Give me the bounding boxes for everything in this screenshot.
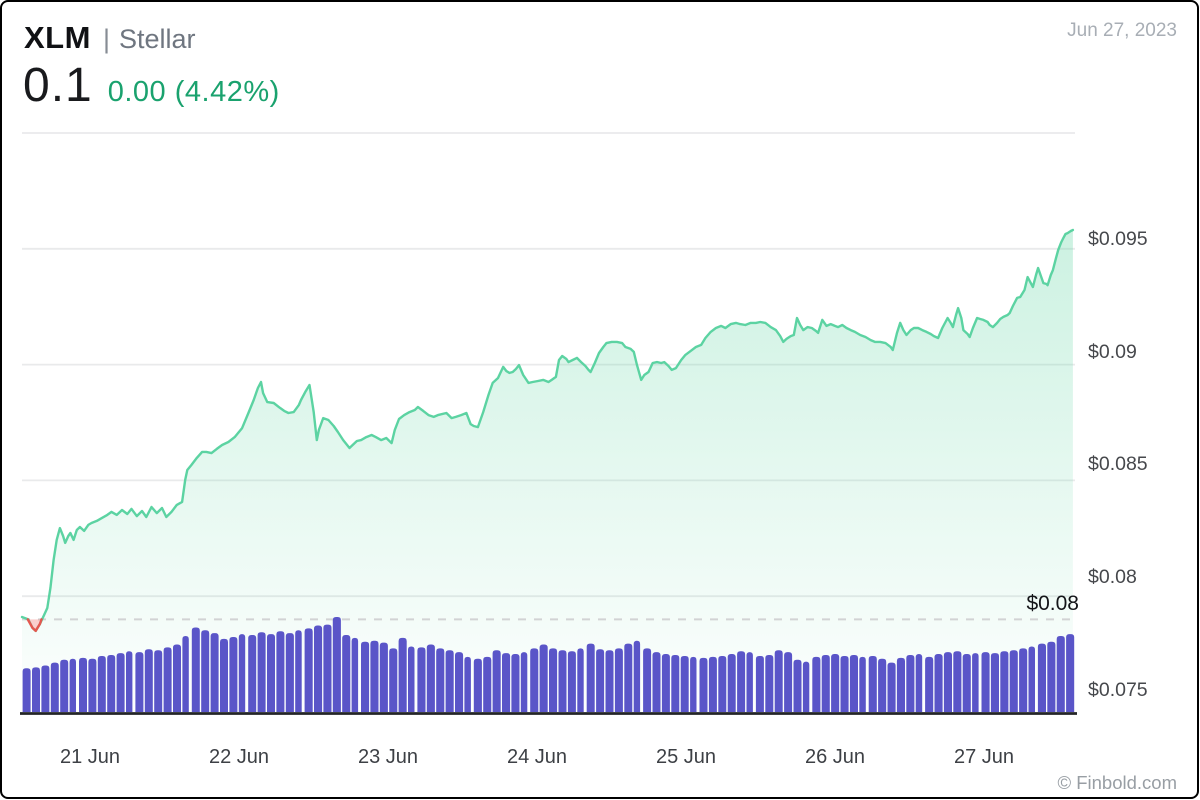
x-tick-label: 25 Jun xyxy=(655,746,717,768)
dip-area-fill xyxy=(27,619,42,631)
current-price: 0.1 xyxy=(23,59,93,112)
header-separator: | xyxy=(102,24,110,54)
price-change: 0.00 (4.42%) xyxy=(107,76,280,108)
x-tick-label: 22 Jun xyxy=(208,746,270,768)
x-tick-label: 24 Jun xyxy=(506,746,568,768)
asset-symbol: XLM xyxy=(24,20,91,55)
y-tick-label: $0.08 xyxy=(1088,566,1137,588)
y-tick-label: $0.09 xyxy=(1088,341,1137,363)
volume-bars xyxy=(22,617,1075,712)
date-label: Jun 27, 2023 xyxy=(1067,20,1177,41)
dip-line-segment xyxy=(26,618,43,633)
price-row: 0.1 0.00 (4.42%) xyxy=(23,58,280,113)
y-tick-label: $0.075 xyxy=(1088,679,1148,701)
x-tick-label: 21 Jun xyxy=(59,746,121,768)
source-credit: © Finbold.com xyxy=(1057,772,1177,793)
reference-line-label: $0.08 xyxy=(1026,592,1079,615)
x-tick-label: 26 Jun xyxy=(804,746,866,768)
asset-header: XLM | Stellar xyxy=(24,20,195,56)
asset-name: Stellar xyxy=(118,24,196,54)
price-line xyxy=(20,228,1075,633)
price-area-fill xyxy=(22,230,1073,712)
y-tick-label: $0.085 xyxy=(1088,453,1148,475)
x-tick-label: 23 Jun xyxy=(357,746,419,768)
x-tick-label: 27 Jun xyxy=(953,746,1015,768)
y-tick-label: $0.095 xyxy=(1088,228,1148,250)
